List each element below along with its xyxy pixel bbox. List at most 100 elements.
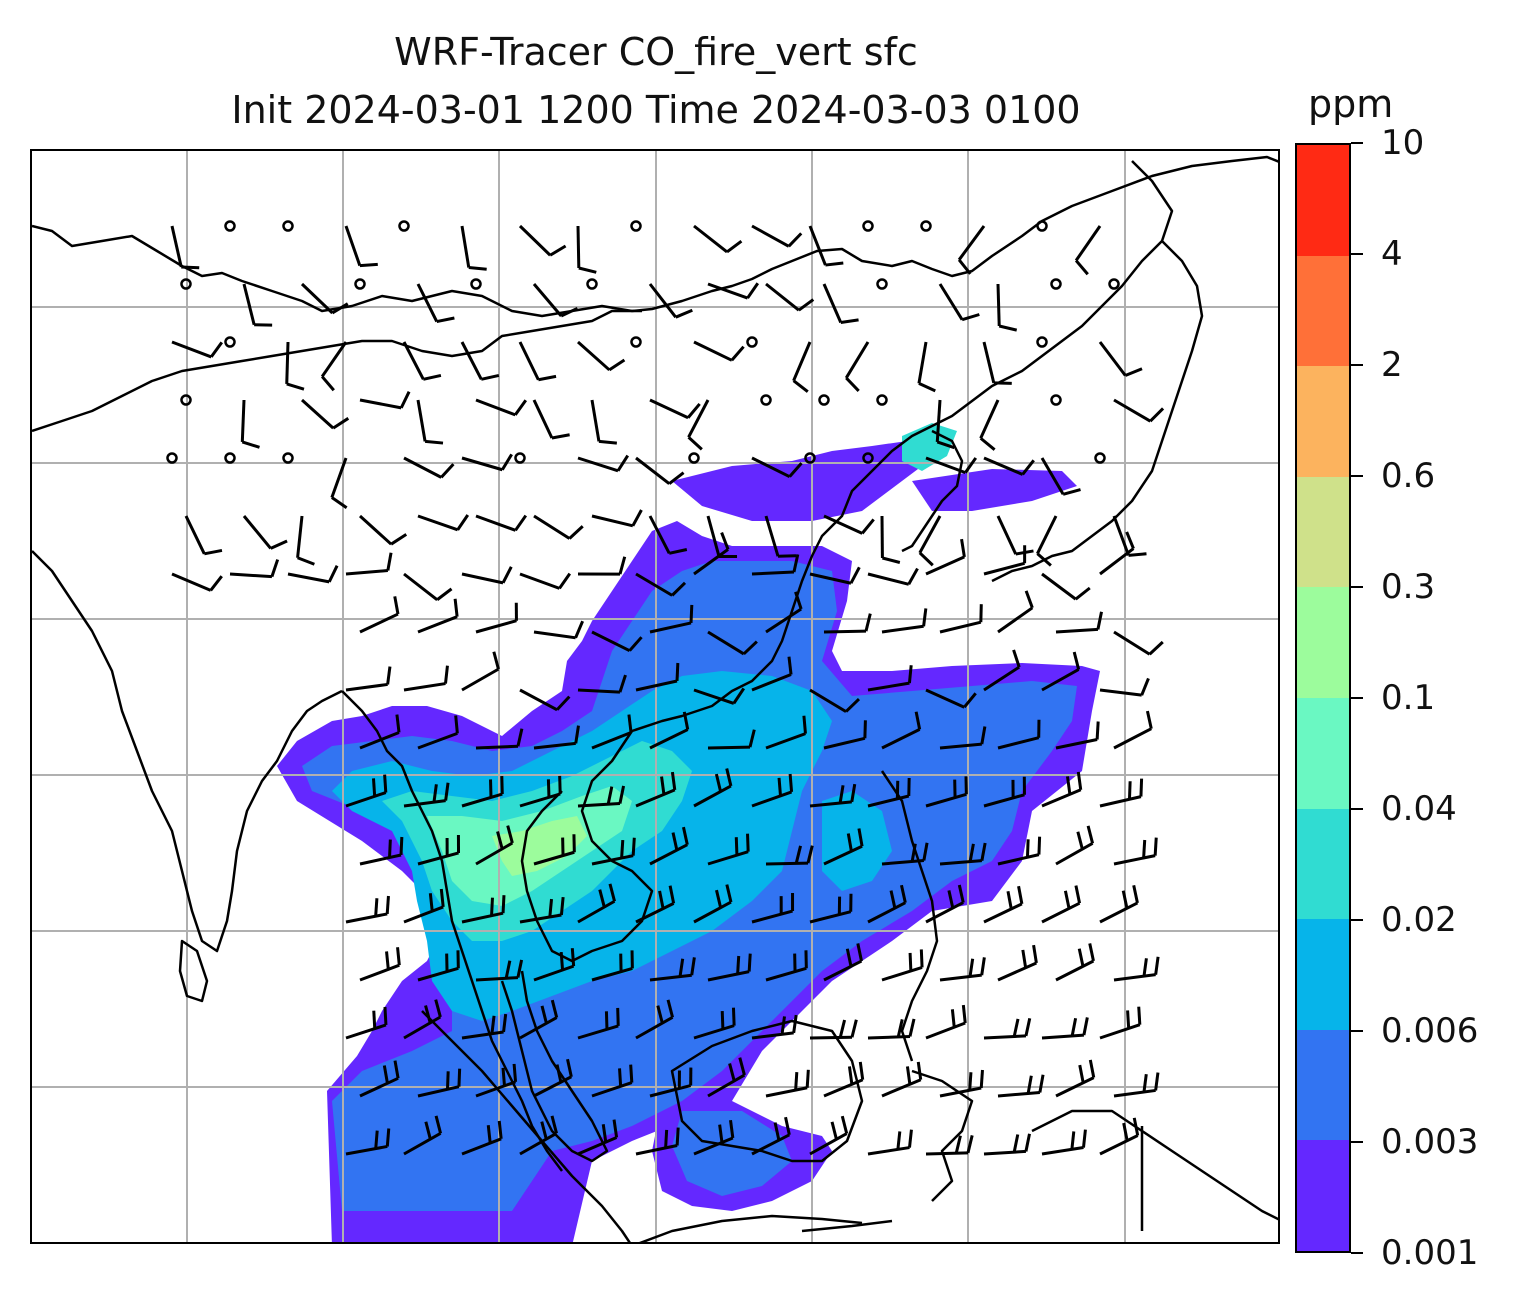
wind-barb [345,912,388,924]
calm-wind-marker [630,220,642,232]
wind-barb-flag [961,1004,967,1024]
wind-barb-flag [480,373,500,381]
wind-barb [1099,1023,1141,1040]
wind-barb [403,799,446,808]
wind-barb-flag [385,951,390,970]
wind-barb-flag [540,1121,548,1140]
wind-barb [285,341,290,385]
wind-barb [533,514,571,540]
wind-barb-flag [501,566,513,584]
wind-barb [1113,398,1152,423]
wind-barb-flag [830,1121,838,1140]
calm-wind-marker [1036,336,1048,348]
wind-barb [1099,547,1135,576]
plume-band-2b [672,1111,792,1196]
colorbar-tick-mark [1351,1030,1363,1032]
wind-barb-flag [794,845,802,864]
wind-barb [925,792,967,808]
wind-barb-flag [270,539,288,550]
wind-barb-flag [794,1072,799,1091]
wind-barb-flag [574,620,584,639]
wind-barb-flag [506,825,514,844]
wind-barb-flag [538,374,557,382]
calm-wind-marker [876,394,888,406]
wind-barb-flag [844,698,861,713]
wind-barb [751,673,792,692]
wind-barb [1041,901,1081,924]
wind-barb [518,224,552,257]
wind-barb-flag [845,948,853,967]
wind-barb [808,225,827,266]
wind-barb [461,911,504,924]
wind-barb-flag [960,538,966,558]
coastline-bay-of-bengal [341,690,563,1172]
wind-barb-flag [390,533,408,546]
wind-barb [403,905,444,924]
wind-barb-flag [746,282,760,299]
wind-barb-flag [512,1063,518,1082]
wind-barb-flag [436,316,455,324]
wind-barb [242,283,256,326]
wind-barb-flag [788,773,794,793]
wind-barb [403,682,446,692]
wind-barb-flag [792,1014,798,1034]
wind-barb [242,515,272,550]
wind-barb [345,1144,388,1156]
wind-barb [475,514,516,532]
wind-barb-flag [1070,1017,1078,1037]
wind-barb-flag [726,239,743,254]
wind-barb-flag [374,1130,379,1149]
plume-band-3b [822,791,892,891]
wind-barb-flag [966,1135,974,1154]
wind-barb [649,1084,692,1098]
wind-barb [765,282,800,312]
wind-barb [417,615,458,634]
calm-wind-marker [630,336,642,348]
wind-barb [881,624,924,634]
wind-barb-flag [501,453,513,471]
calm-wind-marker [818,394,830,406]
calm-wind-marker [224,220,236,232]
wind-barb-flag [454,715,459,734]
wind-barb-flag [395,714,401,733]
wind-barb [751,1031,794,1040]
wind-barb-flag [618,785,626,804]
wind-barb [881,728,921,750]
wind-barb [982,341,996,384]
wind-barb [939,1086,982,1098]
wind-barb [938,283,964,321]
wind-barb-flag [788,462,803,478]
wind-barb-flag [1126,1010,1131,1029]
wind-barb [693,548,729,576]
wind-barb-flag [658,890,665,909]
wind-barb-flag [209,575,223,592]
wind-barb [867,901,907,924]
calm-wind-marker [746,336,758,348]
wind-barb [345,1023,387,1040]
wind-barb-flag [849,566,861,584]
wind-barb-flag [546,779,551,798]
wind-barb-flag [714,773,723,792]
wind-barb-flag [1078,1064,1085,1084]
wind-barb-flag [1037,836,1042,855]
wind-barb [1113,854,1156,866]
calm-wind-marker [180,278,192,290]
wind-barb [359,612,399,634]
wind-barb-flag [675,308,693,319]
co-concentration-field [277,423,1100,1242]
wind-barb [475,744,519,750]
wind-barb-flag [286,382,305,391]
wind-barb-flag [1077,948,1085,967]
wind-barb [460,225,471,268]
wind-barb-flag [181,265,200,270]
wind-barb-flag [1124,367,1143,377]
wind-barb-flag [900,884,907,904]
wind-barb [345,569,388,576]
wind-barb-flag [882,556,901,564]
wind-barb-flag [742,640,758,656]
wind-barb [707,970,750,982]
wind-barb-flag [656,1005,664,1024]
wind-barb [519,572,560,590]
wind-barb-flag [1074,885,1082,904]
wind-barb-flag [864,613,872,632]
